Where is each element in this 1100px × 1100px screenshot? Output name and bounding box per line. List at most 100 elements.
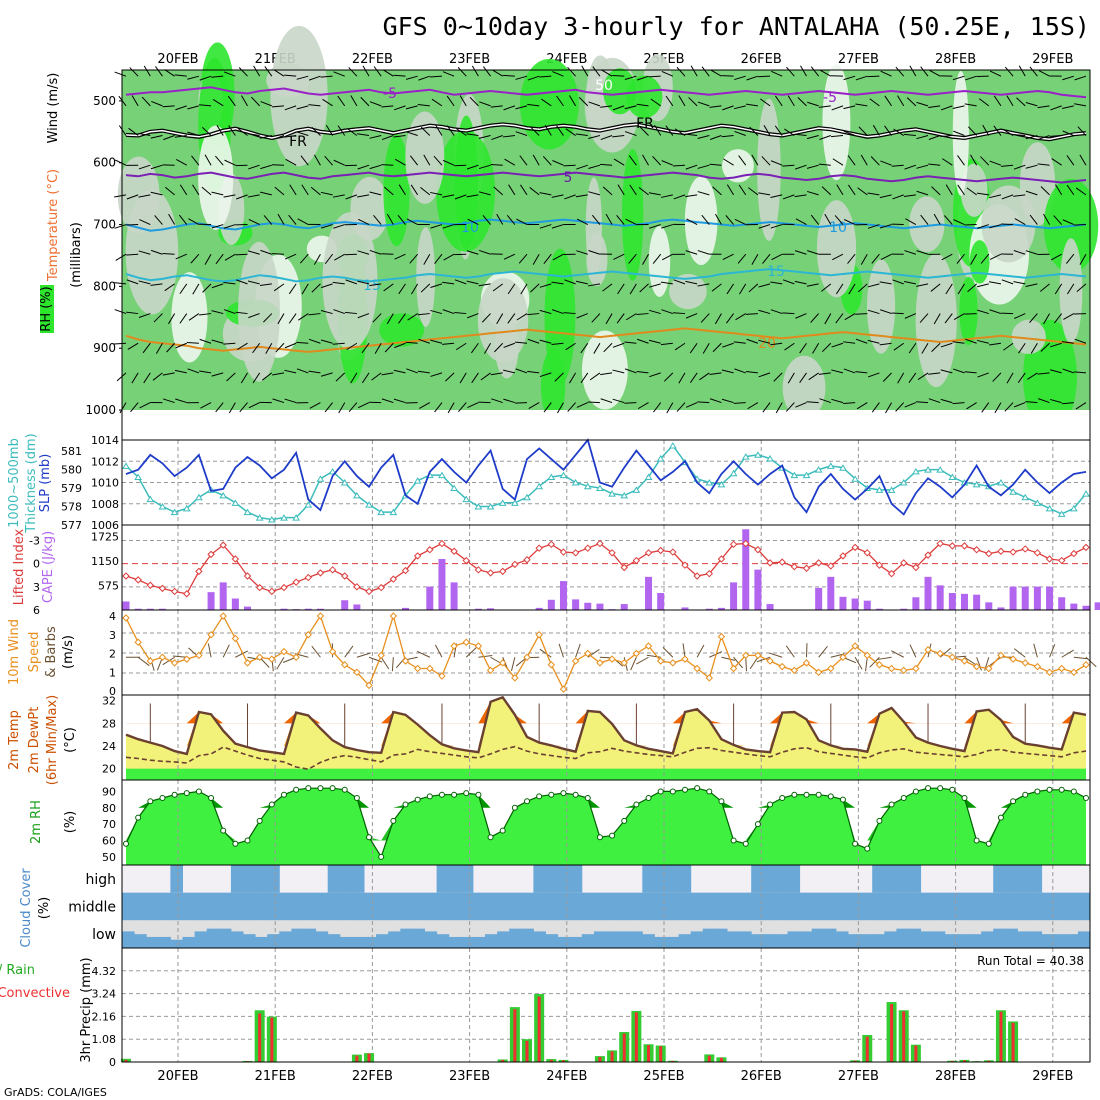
wind-barb [751, 253, 759, 265]
wind-barb [260, 249, 272, 255]
wind-barb [277, 213, 285, 225]
wind-barb [311, 126, 321, 136]
cape-bar [960, 593, 968, 610]
wind-barb [527, 75, 540, 81]
wind-barb [818, 105, 831, 108]
wind-barb [393, 369, 406, 374]
wind-barb [787, 95, 795, 107]
wind-barb [539, 309, 552, 315]
wind-speed-marker [559, 685, 568, 693]
cloud-cell [315, 892, 329, 921]
wind-barb [1049, 398, 1062, 404]
surface-wind-barb [510, 657, 516, 671]
cloud-cell [690, 892, 704, 921]
cape-bar [438, 559, 446, 610]
wind-barb [920, 214, 929, 225]
rh-marker [317, 785, 324, 792]
temperature-contour [125, 268, 1087, 283]
precip-convective-bar [999, 1011, 1003, 1062]
wind-barb [381, 372, 394, 376]
wind-barb [812, 342, 820, 354]
wind-barb [806, 135, 819, 140]
ylabel-lifted-index: Lifted Index [12, 528, 27, 605]
wind-barb [143, 65, 151, 77]
precip-convective-bar [610, 1051, 614, 1062]
wind-barb [678, 95, 686, 107]
wind-barb [981, 402, 990, 413]
wind-barb [484, 342, 491, 354]
wind-barb [628, 253, 637, 264]
cloud-cell [993, 865, 1006, 893]
wind-barb [373, 215, 382, 225]
wind-barb [126, 253, 139, 256]
cloud-cell [230, 892, 244, 921]
wind-barb [944, 215, 953, 225]
wind-barb [459, 95, 467, 107]
wind-barb [357, 250, 370, 255]
cloud-cell [835, 931, 849, 948]
cape-bar [1094, 602, 1100, 610]
cloud-cell [400, 928, 413, 948]
cloud-cell [448, 865, 462, 893]
wind-barb [554, 372, 564, 382]
wind-barb [699, 372, 710, 381]
thickness-marker [243, 508, 252, 516]
wind-barb [516, 313, 528, 321]
rh-marker [742, 840, 749, 847]
wind-barb [383, 186, 394, 196]
thickness-marker [438, 471, 446, 479]
wind-barb [697, 191, 710, 196]
rh-tick: 90 [102, 785, 116, 798]
thickness-marker [887, 486, 896, 493]
wind-barb [211, 191, 224, 196]
precip-convective-bar [707, 1055, 711, 1062]
wind-barb [418, 338, 430, 344]
wind-barb [322, 98, 333, 107]
wind-barb [600, 163, 613, 166]
wind-barb [1001, 194, 1014, 200]
wind-barb [701, 214, 710, 225]
cloud-cell [291, 928, 304, 948]
wind-barb [1073, 224, 1087, 226]
wind-barb [1062, 105, 1074, 109]
slp-tick: 1008 [91, 498, 119, 511]
wind-barb [1051, 158, 1062, 166]
contour-label: 5 [564, 170, 573, 186]
wind-barb [394, 253, 406, 260]
wind-barb [855, 103, 868, 107]
wind-barb [247, 280, 260, 285]
rh-marker [560, 790, 567, 797]
wind-barb [1065, 253, 1075, 264]
wind-barb [200, 402, 212, 409]
wind-barb [843, 341, 856, 344]
wind-barb [746, 75, 759, 81]
wind-barb [155, 66, 163, 77]
rh-patch [952, 70, 969, 196]
wind-barb [199, 104, 212, 107]
wind-speed-marker [1021, 659, 1029, 667]
cape-bar [645, 576, 653, 610]
wind-barb [977, 283, 989, 288]
wind-barb [661, 70, 674, 77]
wind-barb [320, 372, 333, 377]
lifted-marker [827, 562, 835, 570]
wind-barb [848, 283, 856, 295]
wind-barb [575, 280, 588, 285]
wind-barb [636, 313, 649, 315]
wind-barb [770, 281, 783, 285]
date-label-bottom: 22FEB [352, 1069, 393, 1084]
rh-marker [827, 793, 834, 800]
lifted-marker [304, 573, 312, 582]
wind-speed-marker [243, 659, 252, 667]
rh-marker [341, 786, 348, 793]
wind-barb [576, 250, 588, 255]
wind-speed-marker [401, 657, 410, 665]
wind-barb [530, 126, 540, 136]
wind-barb [976, 339, 989, 344]
wind-barb [308, 104, 321, 107]
wind-barb [350, 95, 358, 107]
wind-barb [818, 372, 831, 375]
thickness-marker [292, 514, 301, 521]
wind-barb [260, 191, 272, 196]
